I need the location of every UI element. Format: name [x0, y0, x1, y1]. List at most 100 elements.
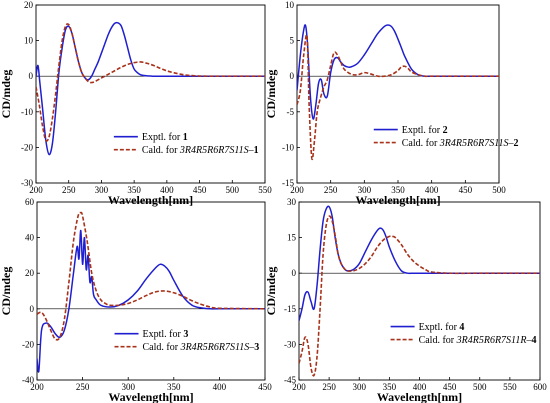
legend-compound: 2 — [514, 138, 519, 149]
y-tick-label: -30 — [284, 339, 296, 349]
y-tick-label: 40 — [25, 233, 35, 243]
x-tick-label: 250 — [62, 185, 76, 195]
legend-configuration: 3R4R5R6R7S11S — [180, 342, 250, 353]
x-tick-label: 500 — [226, 185, 240, 195]
x-tick-label: 350 — [167, 382, 181, 392]
x-tick-label: 300 — [353, 382, 367, 392]
plot-frame — [36, 201, 266, 381]
y-tick-label: -10 — [21, 107, 33, 117]
legend-prefix: Exptl. for — [419, 322, 460, 333]
x-tick-label: 450 — [193, 185, 207, 195]
x-tick-label: 350 — [127, 185, 141, 195]
x-axis-title: Wavelength[nm] — [377, 390, 462, 403]
x-tick-label: 300 — [95, 185, 109, 195]
y-tick-label: 20 — [25, 268, 35, 278]
experimental-spectrum-line — [36, 21, 265, 156]
legend-dash: – — [248, 145, 255, 156]
x-tick-label: 550 — [258, 185, 272, 195]
x-tick-label: 200 — [29, 185, 43, 195]
legend-configuration: 3R4R5R6R7S11R — [456, 335, 527, 346]
x-tick-label: 550 — [503, 382, 517, 392]
x-axis-title: Wavelength[nm] — [355, 193, 440, 207]
calculated-spectrum-line — [37, 211, 265, 341]
experimental-spectrum-line — [297, 24, 499, 120]
legend-dash: – — [508, 138, 515, 149]
y-tick-label: -40 — [22, 375, 34, 385]
x-tick-label: 450 — [459, 185, 473, 195]
y-tick-label: -45 — [284, 375, 296, 385]
x-tick-label: 400 — [413, 382, 427, 392]
y-axis-title: CD/mdeg — [264, 70, 278, 119]
x-tick-label: 300 — [358, 185, 372, 195]
legend-configuration: 3R4R5R6R7S11S — [439, 138, 509, 149]
x-tick-label: 400 — [213, 382, 227, 392]
experimental-spectrum-line — [299, 205, 540, 321]
legend-compound: 2 — [443, 125, 448, 136]
legend-entry: Cald. for 3R4R5R6R7S11R–4 — [419, 335, 537, 346]
y-tick-label: -30 — [21, 178, 33, 188]
x-tick-label: 500 — [473, 382, 487, 392]
legend-entry: Cald. for 3R4R5R6R7S11S–1 — [142, 145, 259, 156]
y-tick-label: 0 — [30, 304, 35, 314]
legend-compound: 4 — [531, 335, 536, 346]
y-axis-title: CD/mdeg — [0, 267, 13, 316]
y-tick-label: 10 — [24, 36, 34, 46]
x-tick-label: 400 — [425, 185, 439, 195]
y-tick-label: 60 — [25, 197, 35, 207]
legend-prefix: Cald. for — [142, 145, 180, 156]
chart-panel-bottom-right: 200 250 300 350 400 450 500 550 600 -45 -30 -15 0 15 3… — [264, 197, 547, 403]
chart-panel-top-right: 200 250 300 350 400 450 500 -15 -10 -5 0 5 10 Wavelen… — [264, 0, 519, 207]
legend-prefix: Exptl. for — [142, 132, 183, 143]
x-tick-label: 200 — [292, 382, 306, 392]
calculated-spectrum-line — [36, 23, 265, 142]
legend-compound: 1 — [254, 145, 259, 156]
x-tick-label: 250 — [324, 185, 338, 195]
legend-prefix: Exptl. for — [402, 125, 443, 136]
experimental-spectrum-line — [37, 229, 265, 373]
plot-frame — [35, 4, 266, 184]
x-tick-label: 450 — [443, 382, 457, 392]
y-tick-label: -10 — [282, 142, 294, 152]
legend-compound: 1 — [183, 132, 188, 143]
x-tick-label: 350 — [391, 185, 405, 195]
chart-panel-bottom-left: 200 250 300 350 400 450 -40 -20 0 20 40 60 Wavelengt… — [0, 197, 272, 403]
y-axis-title: CD/mdeg — [0, 70, 13, 119]
x-axis-title: Wavelength[nm] — [108, 193, 193, 207]
y-tick-label: 0 — [29, 71, 34, 81]
legend-entry: Cald. for 3R4R5R6R7S11S–3 — [143, 342, 260, 353]
y-tick-label: 5 — [290, 36, 295, 46]
y-tick-label: 10 — [285, 0, 295, 10]
x-tick-label: 350 — [383, 382, 397, 392]
x-tick-label: 450 — [258, 382, 272, 392]
calculated-spectrum-line — [299, 215, 540, 377]
x-tick-label: 500 — [492, 185, 506, 195]
calculated-spectrum-line — [297, 34, 499, 161]
x-tick-label: 400 — [160, 185, 174, 195]
legend-compound: 3 — [254, 342, 259, 353]
legend-dash: – — [525, 335, 532, 346]
legend-prefix: Cald. for — [402, 138, 440, 149]
legend-entry: Cald. for 3R4R5R6R7S11S–2 — [402, 138, 519, 149]
legend-prefix: Exptl. for — [143, 329, 184, 340]
legend-compound: 3 — [183, 329, 188, 340]
y-tick-label: 30 — [287, 197, 297, 207]
x-tick-label: 600 — [533, 382, 547, 392]
legend-compound: 4 — [459, 322, 464, 333]
y-tick-label: -20 — [21, 142, 33, 152]
legend-prefix: Cald. for — [143, 342, 181, 353]
x-axis-title: Wavelength[nm] — [108, 390, 193, 403]
legend-entry: Exptl. for 1 — [142, 132, 188, 143]
y-tick-label: -5 — [287, 107, 295, 117]
x-tick-label: 200 — [290, 185, 304, 195]
legend-dash: – — [248, 342, 255, 353]
legend-entry: Exptl. for 3 — [143, 329, 189, 340]
y-tick-label: -15 — [282, 178, 294, 188]
legend-configuration: 3R4R5R6R7S11S — [179, 145, 249, 156]
y-tick-label: 0 — [292, 268, 297, 278]
legend-entry: Exptl. for 2 — [402, 125, 448, 136]
x-tick-label: 250 — [322, 382, 336, 392]
y-tick-label: -15 — [284, 304, 296, 314]
y-tick-label: 0 — [290, 71, 295, 81]
y-tick-label: 20 — [24, 0, 34, 10]
